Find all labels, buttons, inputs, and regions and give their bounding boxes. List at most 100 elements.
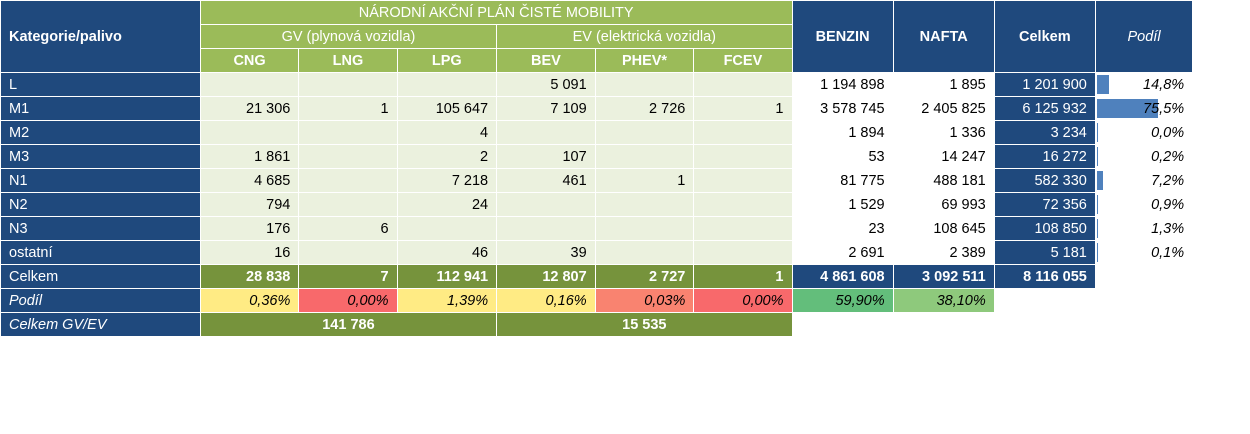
total-header: Celkem	[993, 0, 1096, 73]
totals-row: Celkem 28 838 7 112 941 12 807 2 727 1 4 861 60…	[0, 264, 1250, 289]
row-label: ostatní	[0, 240, 201, 265]
share-value: 0,9%	[1151, 196, 1185, 213]
table-row: L 5 091 1 194 898 1 895 1 201 900 14,8%	[0, 72, 1250, 97]
totals-label: Celkem	[0, 264, 201, 289]
cell-cng: 794	[199, 192, 300, 217]
total-nafta: 3 092 511	[892, 264, 995, 289]
gv-group-header: GV (plynová vozidla)	[199, 24, 498, 49]
share-benzin: 59,90%	[791, 288, 894, 313]
cell-benzin: 1 894	[791, 120, 894, 145]
group-totals-row: Celkem GV/EV 141 786 15 535	[0, 312, 1250, 337]
total-fcev: 1	[693, 264, 793, 289]
cell-benzin: 53	[791, 144, 894, 169]
cell-nafta: 1 895	[892, 72, 995, 97]
cell-phev: 2 726	[594, 96, 695, 121]
cell-lng	[298, 240, 398, 265]
share-bar	[1096, 75, 1109, 94]
cell-lng	[298, 192, 398, 217]
share-nafta: 38,10%	[892, 288, 995, 313]
ev-total: 15 535	[496, 312, 793, 337]
cell-phev	[594, 72, 695, 97]
share-bar	[1096, 219, 1098, 238]
cell-cng: 16	[199, 240, 300, 265]
cell-nafta: 488 181	[892, 168, 995, 193]
share-bev: 0,16%	[496, 288, 596, 313]
share-fcev: 0,00%	[693, 288, 793, 313]
cell-phev	[594, 192, 695, 217]
row-label: N1	[0, 168, 201, 193]
cell-nafta: 69 993	[892, 192, 995, 217]
cell-fcev	[693, 192, 793, 217]
total-phev: 2 727	[594, 264, 695, 289]
total-cng: 28 838	[199, 264, 300, 289]
cell-lng: 1	[298, 96, 398, 121]
share-lpg: 1,39%	[396, 288, 498, 313]
subcol-header-phev: PHEV*	[594, 48, 695, 73]
cell-bev: 107	[496, 144, 596, 169]
cell-share: 0,2%	[1094, 144, 1194, 169]
cell-total: 1 201 900	[993, 72, 1096, 97]
cell-phev	[594, 240, 695, 265]
empty-cell	[792, 312, 1193, 337]
row-label: L	[0, 72, 201, 97]
benzin-header: BENZIN	[791, 0, 894, 73]
row-label: N3	[0, 216, 201, 241]
cell-phev	[594, 144, 695, 169]
cell-lpg: 24	[396, 192, 498, 217]
cell-bev: 5 091	[496, 72, 596, 97]
total-all: 8 116 055	[993, 264, 1096, 289]
total-lng: 7	[298, 264, 398, 289]
cell-lng	[298, 144, 398, 169]
cell-nafta: 108 645	[892, 216, 995, 241]
empty-cell	[1095, 264, 1193, 289]
total-benzin: 4 861 608	[791, 264, 894, 289]
cell-nafta: 2 389	[892, 240, 995, 265]
table-row: ostatní 16 46 39 2 691 2 389 5 181 0,1%	[0, 240, 1250, 265]
share-bar	[1096, 195, 1098, 214]
cell-fcev	[693, 72, 793, 97]
cell-cng: 1 861	[199, 144, 300, 169]
subcol-header-cng: CNG	[199, 48, 300, 73]
row-label: N2	[0, 192, 201, 217]
table-row: N2 794 24 1 529 69 993 72 356 0,9%	[0, 192, 1250, 217]
header-row-1: Kategorie/palivo NÁRODNÍ AKČNÍ PLÁN ČIST…	[0, 0, 1250, 73]
share-value: 75,5%	[1143, 100, 1185, 117]
cell-bev: 7 109	[496, 96, 596, 121]
cell-total: 6 125 932	[993, 96, 1096, 121]
cell-lpg: 105 647	[396, 96, 498, 121]
empty-cell	[1095, 288, 1193, 313]
cell-lng	[298, 168, 398, 193]
cell-total: 108 850	[993, 216, 1096, 241]
cell-phev: 1	[594, 168, 695, 193]
share-lng: 0,00%	[298, 288, 398, 313]
cell-cng	[199, 120, 300, 145]
cell-bev: 39	[496, 240, 596, 265]
share-value: 0,0%	[1151, 124, 1185, 141]
cell-fcev	[693, 144, 793, 169]
share-bar	[1096, 171, 1103, 190]
shares-label: Podíl	[0, 288, 201, 313]
cell-total: 3 234	[993, 120, 1096, 145]
cell-share: 0,1%	[1094, 240, 1194, 265]
cell-share: 7,2%	[1094, 168, 1194, 193]
cell-fcev	[693, 216, 793, 241]
share-value: 0,1%	[1151, 244, 1185, 261]
cell-benzin: 81 775	[791, 168, 894, 193]
cell-fcev	[693, 120, 793, 145]
header-row-2: GV (plynová vozidla) EV (elektrická vozi…	[1, 24, 1250, 49]
share-value: 1,3%	[1151, 220, 1185, 237]
total-bev: 12 807	[496, 264, 596, 289]
subcol-header-bev: BEV	[496, 48, 596, 73]
cell-lpg: 46	[396, 240, 498, 265]
cell-lng	[298, 120, 398, 145]
cell-total: 16 272	[993, 144, 1096, 169]
shares-row: Podíl 0,36% 0,00% 1,39% 0,16% 0,03% 0,00% 59,90…	[0, 288, 1250, 313]
share-header: Podíl	[1094, 0, 1194, 73]
cell-bev	[496, 192, 596, 217]
cell-total: 72 356	[993, 192, 1096, 217]
ev-group-header: EV (elektrická vozidla)	[496, 24, 793, 49]
share-value: 0,2%	[1151, 148, 1185, 165]
share-cng: 0,36%	[199, 288, 300, 313]
group-totals-label: Celkem GV/EV	[0, 312, 201, 337]
cell-total: 582 330	[993, 168, 1096, 193]
